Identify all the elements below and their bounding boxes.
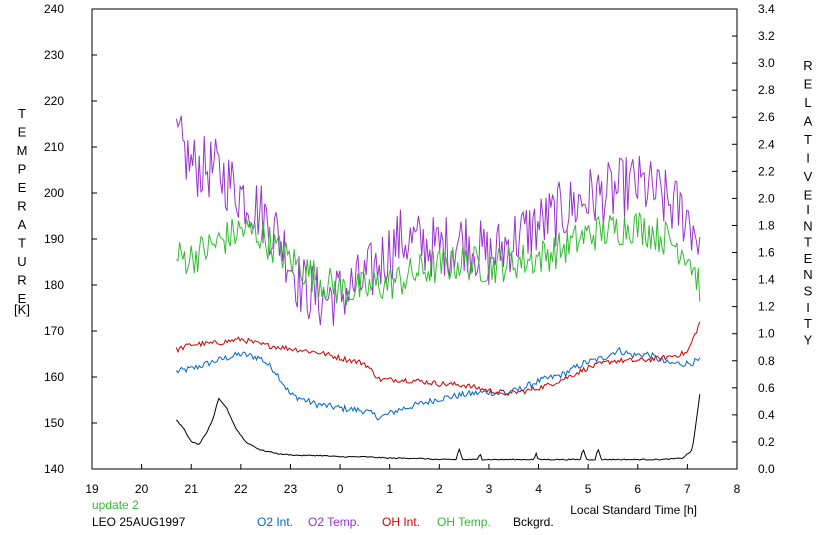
x-tick-label: 0 <box>337 482 344 496</box>
axis-ticks <box>91 8 738 470</box>
right-axis-letter: R <box>803 58 812 73</box>
right-tick-label: 3.4 <box>758 2 775 16</box>
left-axis-letter: E <box>18 125 27 140</box>
right-tick-label: 3.0 <box>758 56 775 70</box>
right-tick-label: 2.2 <box>758 164 775 178</box>
x-tick-label: 1 <box>386 482 393 496</box>
left-axis-letter: P <box>18 162 27 177</box>
right-tick-label: 1.6 <box>758 246 775 260</box>
right-tick-label: 3.2 <box>758 29 775 43</box>
right-axis-letter: I <box>806 202 810 217</box>
x-tick-label: 5 <box>585 482 592 496</box>
right-axis-letter: T <box>804 316 812 331</box>
legend-oh-temp: OH Temp. <box>437 515 491 529</box>
left-tick-label: 170 <box>44 324 64 338</box>
left-axis-unit: [K] <box>14 302 30 317</box>
right-axis-letter: I <box>806 300 810 315</box>
x-tick-label: 4 <box>535 482 542 496</box>
update-label: update 2 <box>92 498 139 512</box>
left-axis-letter: E <box>18 291 27 306</box>
left-axis-letter: T <box>18 236 26 251</box>
right-axis-letter: E <box>804 251 813 266</box>
legend-o2-int: O2 Int. <box>257 515 293 529</box>
right-axis-letter: E <box>804 77 813 92</box>
x-tick-label: 21 <box>185 482 199 496</box>
legend: O2 Int. O2 Temp. OH Int. OH Temp. Bckgrd. <box>257 515 554 529</box>
right-axis-letter: I <box>806 151 810 166</box>
series-o2-temp <box>175 115 701 326</box>
left-tick-label: 150 <box>44 416 64 430</box>
right-tick-label: 0.8 <box>758 354 775 368</box>
left-tick-label: 200 <box>44 186 64 200</box>
x-tick-label: 23 <box>284 482 298 496</box>
series-o2-int <box>175 346 701 421</box>
left-axis-letter: R <box>17 199 26 214</box>
x-tick-label: 7 <box>684 482 691 496</box>
right-tick-label: 1.4 <box>758 273 775 287</box>
right-tick-label: 2.6 <box>758 110 775 124</box>
right-axis-letter: E <box>804 188 813 203</box>
left-tick-label: 240 <box>44 2 64 16</box>
left-tick-label: 160 <box>44 370 64 384</box>
left-axis-letter: R <box>17 273 26 288</box>
series-bckgrd <box>175 394 701 461</box>
right-tick-label: 0.0 <box>758 462 775 476</box>
right-axis-letter: Y <box>804 332 813 347</box>
plot-frame <box>91 8 738 470</box>
right-tick-label: 0.4 <box>758 408 775 422</box>
left-tick-label: 220 <box>44 94 64 108</box>
right-tick-label: 1.2 <box>758 300 775 314</box>
series-layer <box>175 115 701 461</box>
right-axis-letter: A <box>804 114 813 129</box>
x-tick-label: 19 <box>85 482 99 496</box>
x-axis-label: Local Standard Time [h] <box>570 503 697 517</box>
left-axis-letter: A <box>18 217 27 232</box>
left-axis-letter: T <box>18 106 26 121</box>
series-oh-int <box>175 321 701 396</box>
series-oh-temp <box>176 212 701 306</box>
legend-bckgrd: Bckgrd. <box>513 515 554 529</box>
right-axis-letter: S <box>804 284 813 299</box>
right-tick-label: 0.6 <box>758 381 775 395</box>
right-tick-label: 0.2 <box>758 435 775 449</box>
left-tick-label: 230 <box>44 48 64 62</box>
legend-o2-temp: O2 Temp. <box>308 515 360 529</box>
left-axis-letter: E <box>18 180 27 195</box>
x-tick-label: 8 <box>734 482 741 496</box>
x-tick-label: 2 <box>436 482 443 496</box>
right-tick-label: 2.8 <box>758 83 775 97</box>
right-axis-letter: N <box>803 267 812 282</box>
right-axis-letter: T <box>804 132 812 147</box>
right-tick-label: 2.0 <box>758 191 775 205</box>
x-tick-label: 22 <box>234 482 248 496</box>
right-axis-letter: V <box>804 169 813 184</box>
left-tick-label: 190 <box>44 232 64 246</box>
x-tick-label: 3 <box>486 482 493 496</box>
axis-labels: 1401501601701801902002102202302400.00.20… <box>14 2 813 517</box>
legend-oh-int: OH Int. <box>382 515 420 529</box>
site-date-label: LEO 25AUG1997 <box>92 515 186 529</box>
left-tick-label: 180 <box>44 278 64 292</box>
left-axis-letter: M <box>17 143 28 158</box>
right-axis-letter: L <box>804 95 811 110</box>
left-axis-letter: U <box>17 254 26 269</box>
left-tick-label: 140 <box>44 462 64 476</box>
x-tick-label: 20 <box>135 482 149 496</box>
left-tick-label: 210 <box>44 140 64 154</box>
right-tick-label: 2.4 <box>758 137 775 151</box>
x-tick-label: 6 <box>634 482 641 496</box>
right-axis-letter: N <box>803 218 812 233</box>
right-tick-label: 1.8 <box>758 218 775 232</box>
right-tick-label: 1.0 <box>758 327 775 341</box>
right-axis-letter: T <box>804 235 812 250</box>
